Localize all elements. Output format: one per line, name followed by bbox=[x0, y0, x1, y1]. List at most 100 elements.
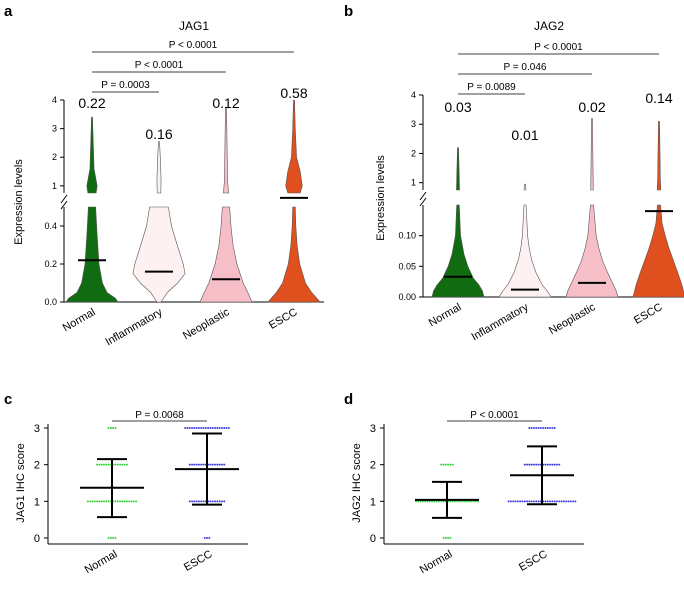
data-point bbox=[209, 427, 212, 429]
data-point bbox=[519, 500, 522, 503]
data-point bbox=[220, 463, 223, 466]
data-point bbox=[193, 427, 196, 429]
violin-body-neoplastic bbox=[565, 204, 619, 298]
violin-tail-escc bbox=[656, 121, 662, 191]
median-annotation: 0.14 bbox=[645, 90, 672, 106]
p-value-label: P < 0.0001 bbox=[470, 410, 519, 421]
data-point bbox=[562, 500, 565, 503]
data-point bbox=[204, 427, 207, 429]
data-point bbox=[105, 463, 108, 466]
data-point bbox=[102, 463, 105, 466]
data-point bbox=[449, 537, 452, 539]
data-point bbox=[102, 500, 105, 503]
data-point bbox=[549, 500, 552, 503]
data-point bbox=[223, 500, 226, 503]
data-point bbox=[551, 463, 554, 466]
median-annotation: 0.16 bbox=[145, 126, 172, 142]
violin-tail-inflammatory bbox=[156, 141, 162, 194]
violin-body-neoplastic bbox=[199, 206, 253, 303]
y-tick-label: 2 bbox=[370, 460, 376, 472]
median-annotation: 0.12 bbox=[212, 95, 239, 111]
data-point bbox=[96, 463, 99, 466]
violin-tail-inflammatory bbox=[523, 183, 527, 191]
y-tick-label: 2 bbox=[34, 460, 40, 472]
data-point bbox=[225, 427, 228, 429]
data-point bbox=[211, 427, 214, 429]
panel-d-jag2-ihc-scatter: 0 1 2 3 JAG2 IHC score Normal ESCC P < 0.0001 bbox=[351, 410, 584, 576]
data-point bbox=[549, 427, 552, 429]
median-annotation: 0.03 bbox=[444, 99, 471, 115]
p-value-label: P = 0.0003 bbox=[101, 80, 150, 91]
data-point bbox=[202, 427, 205, 429]
median-annotation: 0.02 bbox=[578, 99, 605, 115]
data-point bbox=[184, 427, 187, 429]
data-point bbox=[532, 463, 535, 466]
y-tick-label: 0.4 bbox=[44, 221, 57, 231]
data-point bbox=[532, 427, 535, 429]
data-point bbox=[193, 463, 196, 466]
data-point bbox=[116, 463, 119, 466]
data-point bbox=[214, 427, 217, 429]
panel-label-d: d bbox=[344, 391, 353, 408]
y-tick-label: 0.05 bbox=[398, 261, 416, 271]
violin-body-inflammatory bbox=[498, 204, 552, 298]
axis-break-mark bbox=[60, 200, 68, 210]
y-tick-label: 2 bbox=[411, 148, 416, 158]
data-point bbox=[530, 427, 533, 429]
y-tick-label: 3 bbox=[370, 423, 376, 435]
median-annotation: 0.01 bbox=[511, 127, 538, 143]
data-point bbox=[549, 463, 552, 466]
y-tick-label: 2 bbox=[52, 152, 57, 162]
data-point bbox=[530, 500, 533, 503]
data-point bbox=[218, 427, 221, 429]
data-point bbox=[195, 427, 198, 429]
data-point bbox=[200, 427, 203, 429]
axis-break-mark bbox=[60, 194, 68, 204]
category-label: Normal bbox=[61, 306, 98, 334]
data-point bbox=[98, 463, 101, 466]
violin-body-normal bbox=[65, 206, 119, 303]
data-point bbox=[121, 500, 124, 503]
data-point bbox=[107, 427, 110, 429]
chart-title: JAG2 bbox=[534, 19, 564, 33]
data-point bbox=[200, 463, 203, 466]
data-point bbox=[195, 463, 198, 466]
data-point bbox=[523, 500, 526, 503]
data-point bbox=[130, 500, 133, 503]
y-tick-label: 1 bbox=[411, 178, 416, 188]
data-point bbox=[444, 537, 447, 539]
median-annotation: 0.22 bbox=[78, 95, 105, 111]
category-label: ESCC bbox=[517, 548, 550, 574]
violin-tail-neoplastic bbox=[590, 118, 594, 191]
panel-c-jag1-ihc-scatter: 0 1 2 3 JAG1 IHC score Normal ESCC P = 0.0068 bbox=[15, 410, 248, 576]
data-point bbox=[197, 500, 200, 503]
data-point bbox=[93, 500, 96, 503]
panel-b-jag2-violin: JAG2 0.00 0.05 0.10 1 2 3 4 Expression levels 0.0… bbox=[375, 19, 684, 343]
data-point bbox=[188, 463, 191, 466]
data-point bbox=[553, 500, 556, 503]
data-point bbox=[114, 463, 117, 466]
category-label: Normal bbox=[83, 548, 120, 576]
data-point bbox=[188, 500, 191, 503]
category-label: Normal bbox=[418, 548, 455, 576]
data-point bbox=[107, 463, 110, 466]
data-point bbox=[537, 463, 540, 466]
data-point bbox=[107, 500, 110, 503]
violin-body-inflammatory bbox=[132, 206, 186, 303]
y-axis-label: JAG2 IHC score bbox=[351, 443, 363, 522]
data-point bbox=[507, 500, 510, 503]
data-point bbox=[521, 500, 524, 503]
y-tick-label: 0.10 bbox=[398, 231, 416, 241]
data-point bbox=[100, 500, 103, 503]
data-point bbox=[553, 427, 556, 429]
data-point bbox=[125, 500, 128, 503]
data-point bbox=[544, 427, 547, 429]
data-point bbox=[107, 537, 110, 539]
category-label: Inflammatory bbox=[469, 301, 530, 343]
data-point bbox=[544, 500, 547, 503]
data-point bbox=[211, 500, 214, 503]
category-label: Neoplastic bbox=[181, 306, 232, 342]
data-point bbox=[203, 537, 206, 539]
data-point bbox=[444, 463, 447, 466]
